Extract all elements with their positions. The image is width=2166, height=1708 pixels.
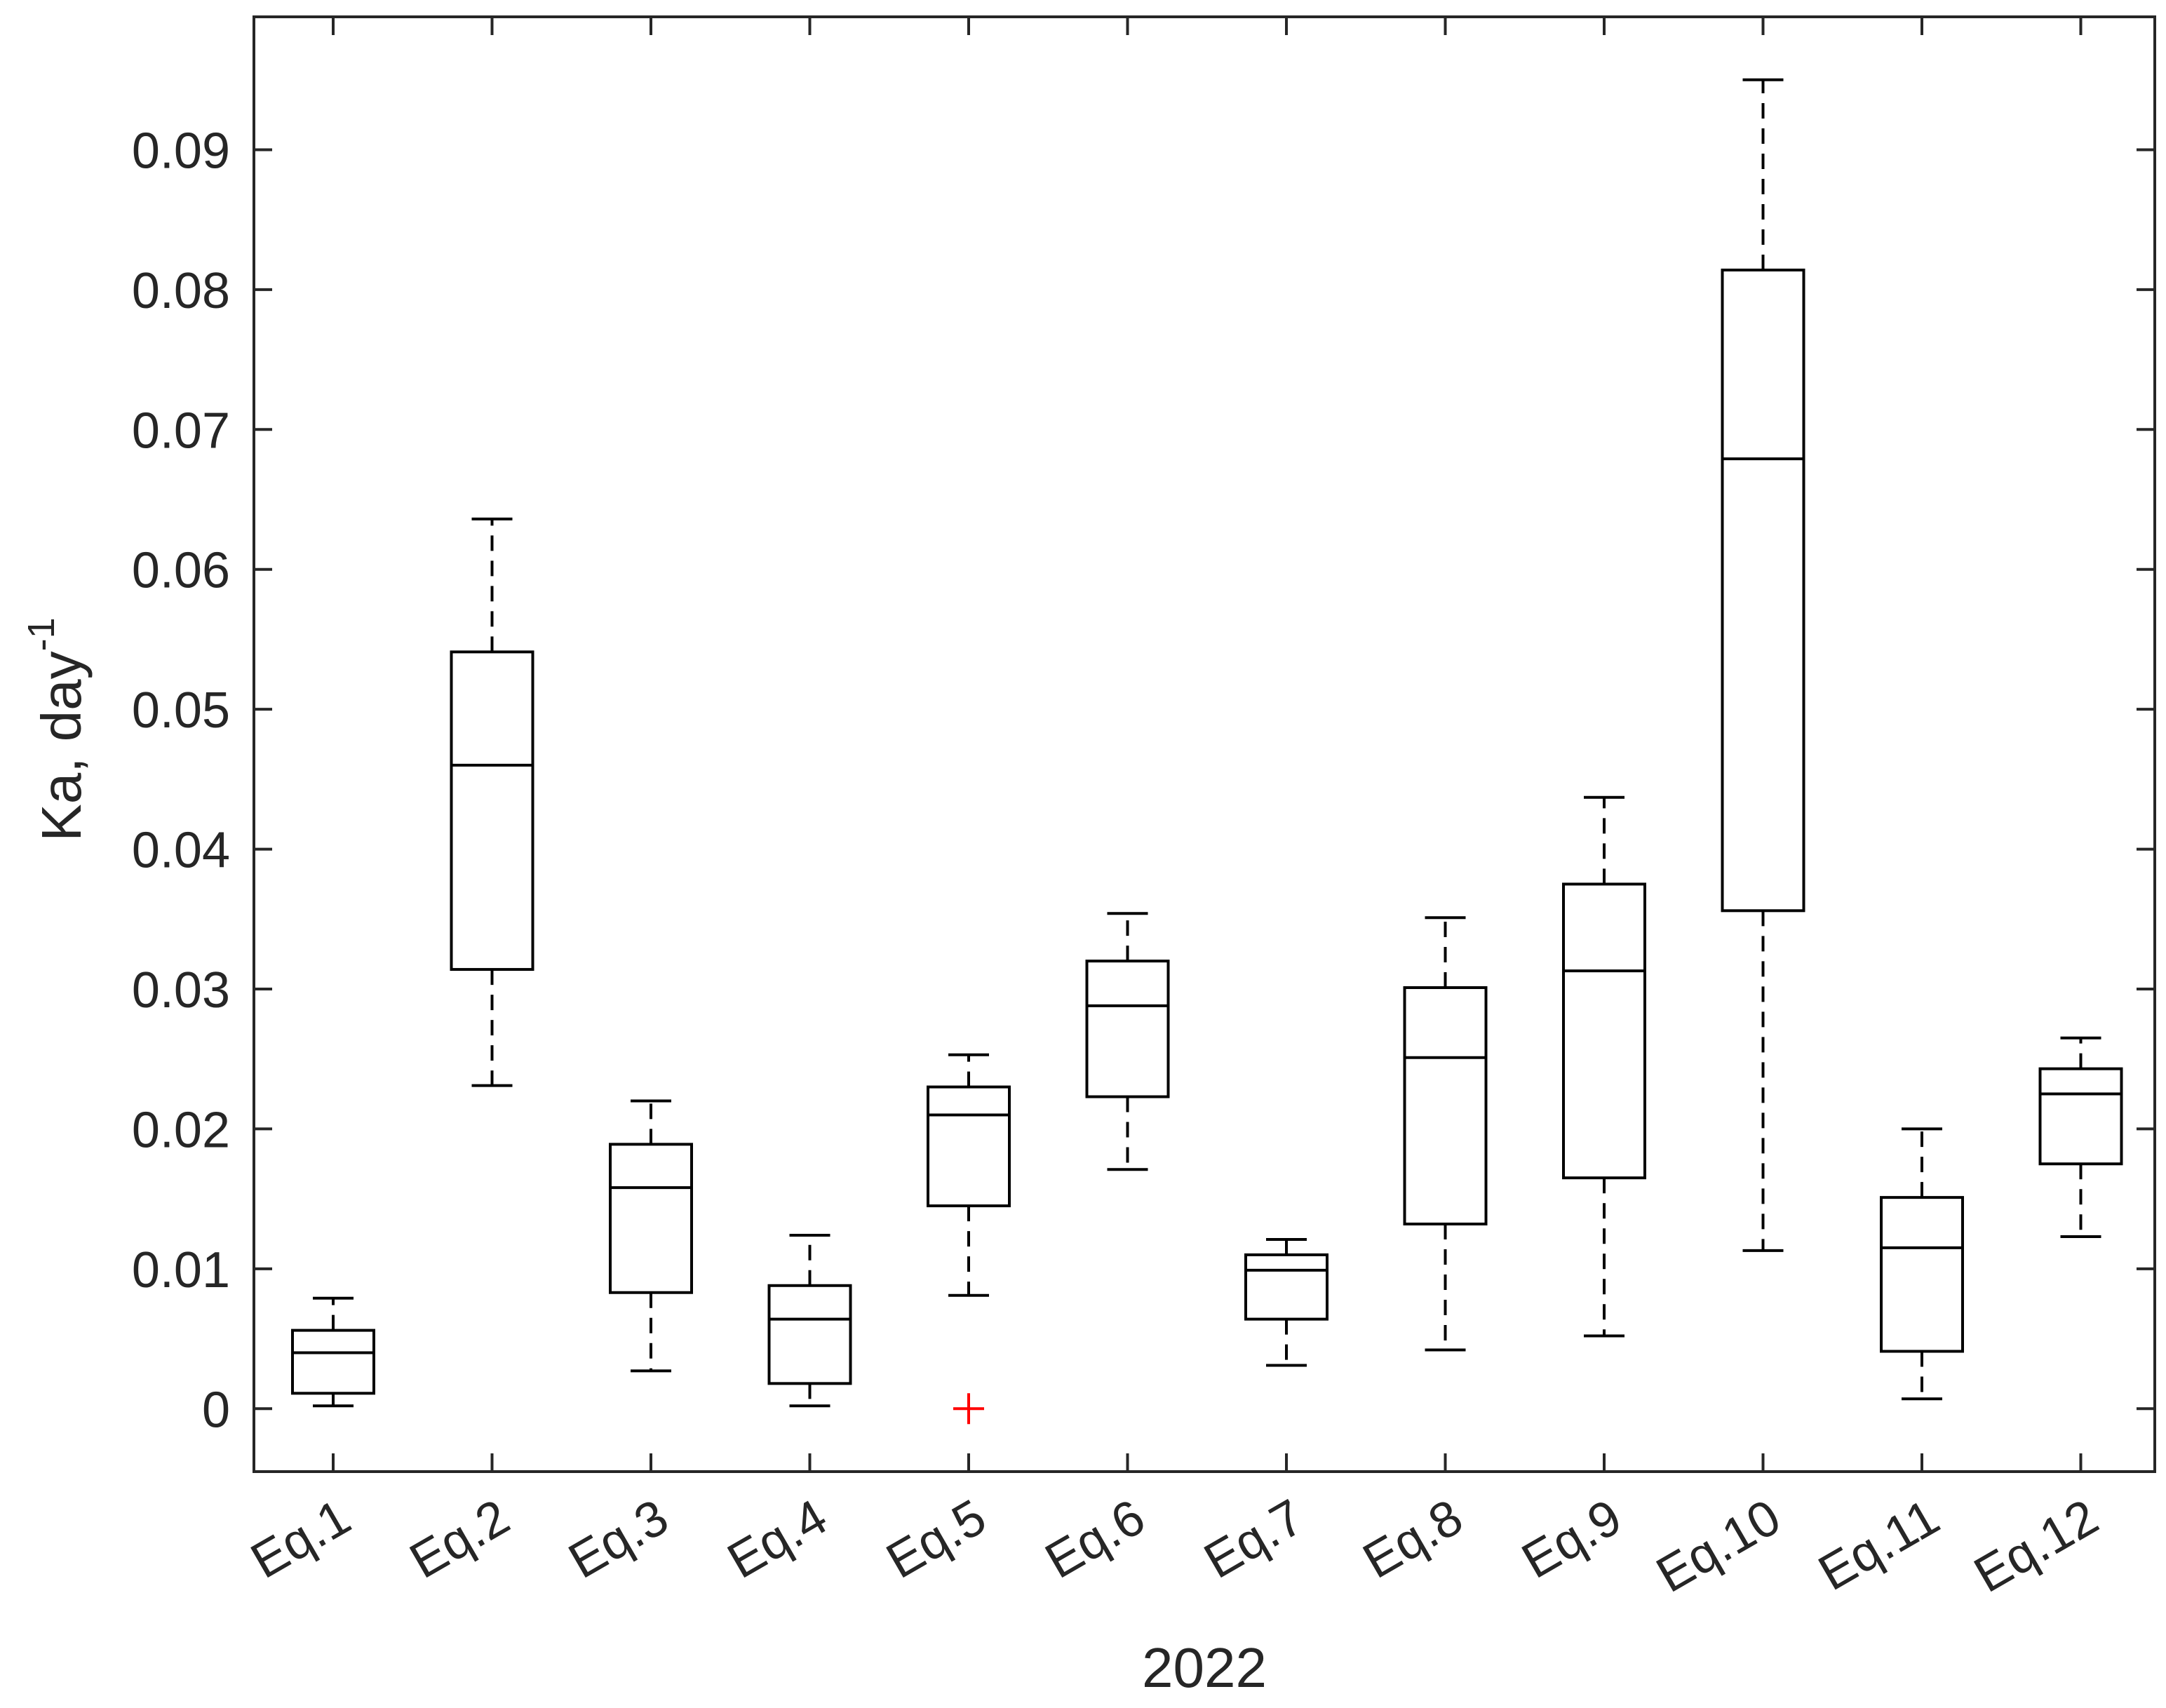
y-tick-label: 0.05 (132, 682, 230, 739)
y-tick-label: 0.08 (132, 263, 230, 319)
y-axis-ticks (254, 148, 2155, 1411)
box-group (2038, 1036, 2123, 1238)
interquartile-box (1880, 1196, 1964, 1353)
y-tick-label: 0.09 (132, 123, 230, 179)
box-group (450, 517, 534, 1087)
box-series (291, 78, 2123, 1425)
interquartile-box (450, 650, 534, 971)
box-group (767, 1233, 852, 1408)
interquartile-box (2038, 1067, 2123, 1166)
y-tick-label: 0.01 (132, 1242, 230, 1298)
y-tick-label: 0.06 (132, 543, 230, 599)
interquartile-box (1085, 960, 1170, 1098)
y-tick-label: 0.03 (132, 962, 230, 1018)
interquartile-box (1244, 1253, 1328, 1321)
interquartile-box (767, 1284, 852, 1385)
y-axis-tick-labels: 0 0.01 0.02 0.03 0.04 0.05 0.06 0.07 0.08 0.09 (132, 123, 230, 1438)
x-axis-label: 2022 (1142, 1636, 1267, 1699)
y-axis-label: Ka, day-1 (20, 617, 93, 841)
interquartile-box (1403, 986, 1488, 1226)
box-group (1880, 1127, 1964, 1401)
box-group (1721, 78, 1805, 1252)
box-group (1403, 916, 1488, 1352)
y-axis-label-superscript: -1 (20, 617, 62, 651)
y-tick-label: 0 (202, 1382, 230, 1438)
y-tick-label: 0.02 (132, 1102, 230, 1158)
interquartile-box (291, 1329, 375, 1395)
box-group (609, 1099, 693, 1373)
interquartile-box (609, 1143, 693, 1294)
box-group (927, 1053, 1011, 1425)
outlier-marker (953, 1393, 984, 1425)
box-group (291, 1296, 375, 1408)
y-tick-label: 0.07 (132, 403, 230, 459)
box-group (1244, 1237, 1328, 1367)
interquartile-box (1562, 882, 1646, 1180)
y-tick-label: 0.04 (132, 823, 230, 879)
y-axis-label-main: Ka, day (30, 651, 93, 841)
box-group (1085, 912, 1170, 1171)
plot-area-frame (253, 15, 2156, 1473)
interquartile-box (927, 1085, 1011, 1208)
x-axis-ticks (332, 17, 2083, 1472)
box-group (1562, 795, 1646, 1338)
interquartile-box (1721, 268, 1805, 913)
